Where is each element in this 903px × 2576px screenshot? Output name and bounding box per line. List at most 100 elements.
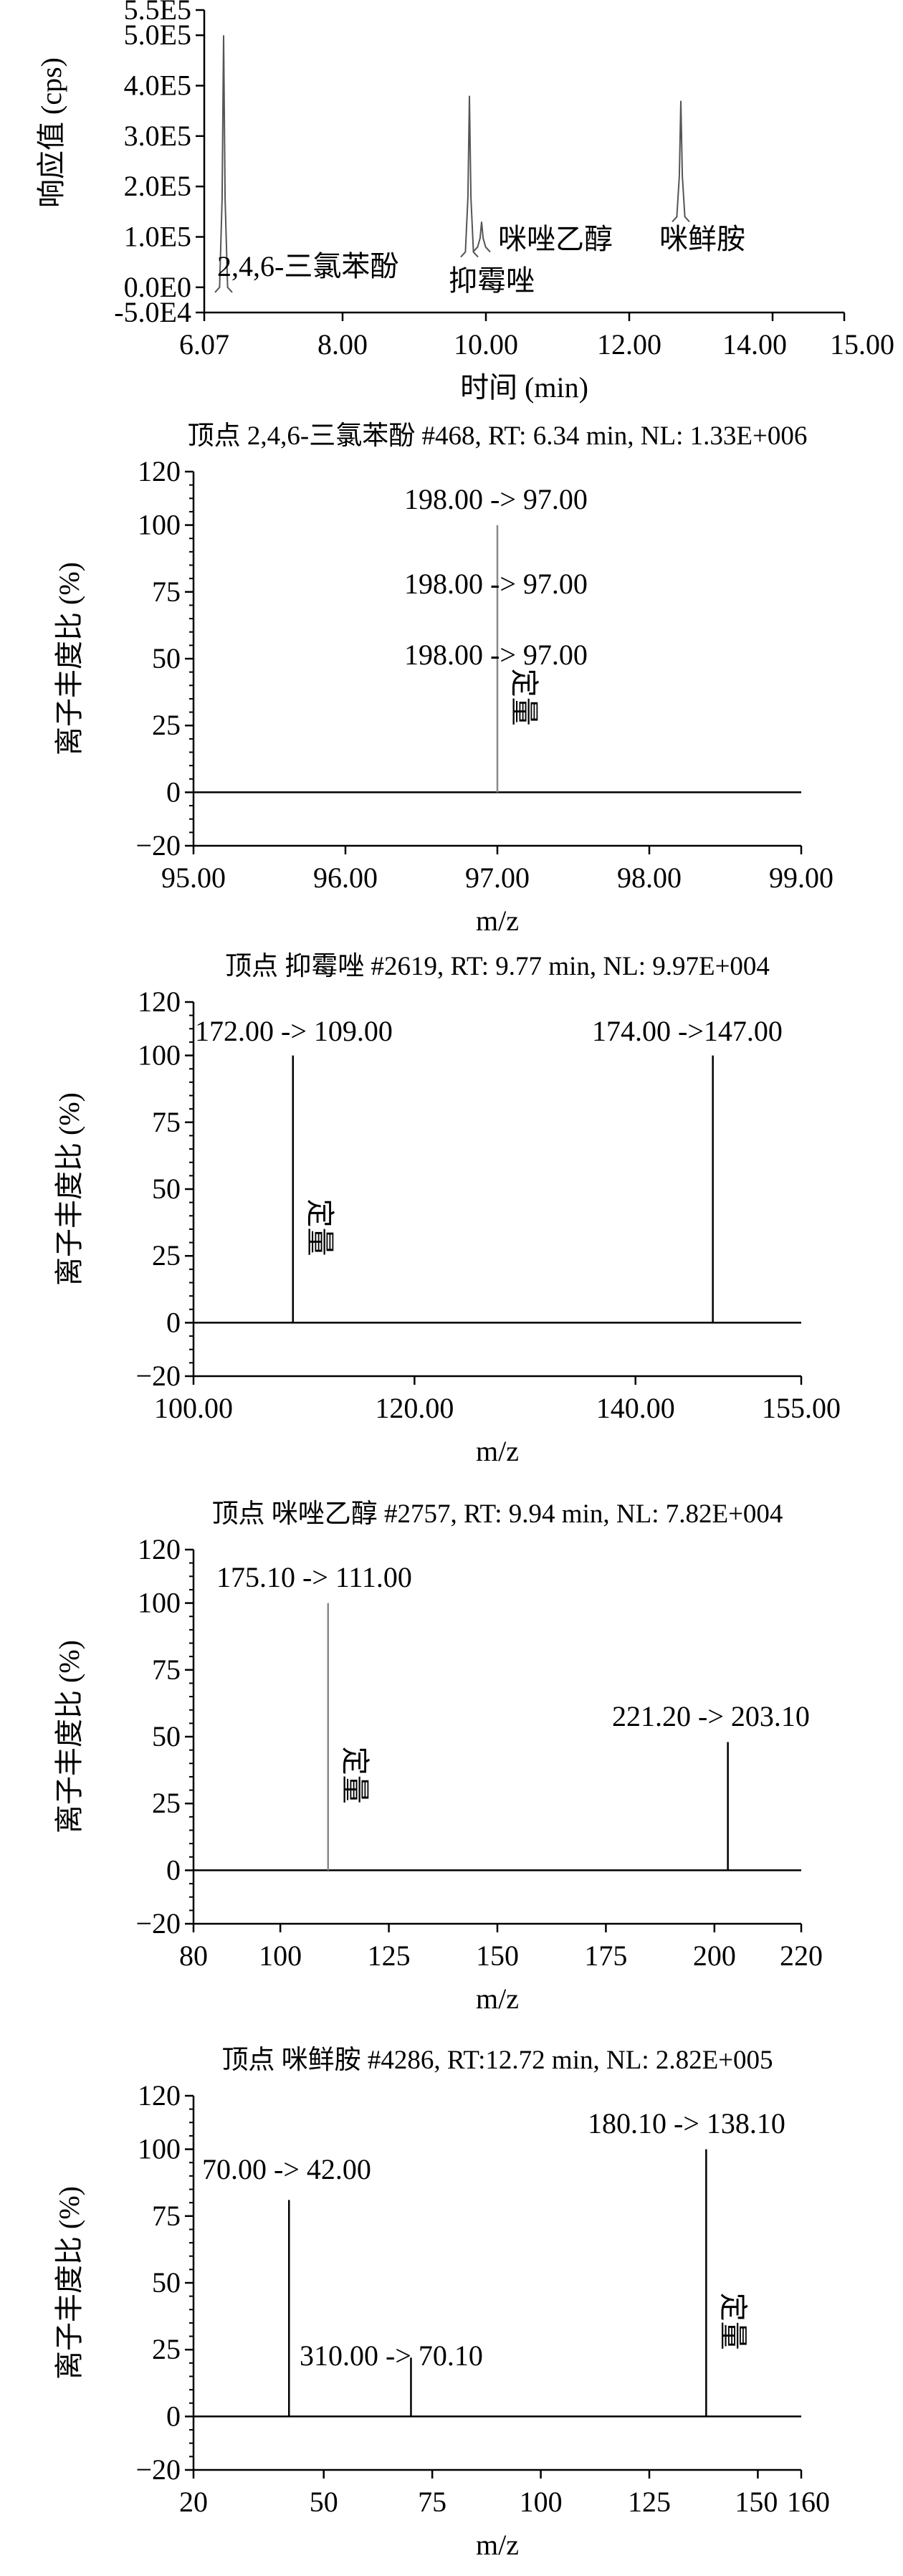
x-tick-label: 125 [628, 2486, 671, 2518]
x-tick-label: 80 [179, 1940, 208, 1972]
peak-label: 2,4,6-三氯苯酚 [217, 250, 398, 282]
y-tick-label: 25 [152, 1787, 181, 1819]
y-tick-label: 0 [166, 1854, 181, 1886]
x-tick-label: 160 [787, 2486, 830, 2518]
y-axis-label: 离子丰度比 (%) [53, 2186, 85, 2380]
y-tick-label: 0 [166, 2400, 181, 2432]
x-tick-label: 220 [780, 1940, 823, 1972]
chart-title: 顶点 咪唑乙醇 #2757, RT: 9.94 min, NL: 7.82E+0… [212, 1499, 783, 1529]
y-tick-label: 0 [166, 1306, 181, 1338]
chart-title: 顶点 2,4,6-三氯苯酚 #468, RT: 6.34 min, NL: 1.… [188, 421, 808, 451]
y-axis-label: 离子丰度比 (%) [53, 1640, 85, 1833]
y-tick-label: −20 [135, 829, 181, 862]
y-axis-label: 离子丰度比 (%) [53, 562, 85, 755]
peak-label: 抑霉唑 [449, 264, 535, 297]
y-tick-label: 75 [152, 2200, 181, 2232]
x-tick-label: 100.00 [154, 1392, 233, 1424]
y-tick-label: 25 [152, 709, 181, 741]
bar-label: 180.10 -> 138.10 [588, 2107, 785, 2139]
chart-title: 顶点 咪鲜胺 #4286, RT:12.72 min, NL: 2.82E+00… [221, 2045, 773, 2075]
y-tick-label: 2.0E5 [124, 170, 191, 202]
chart-panel-2: 顶点 2,4,6-三氯苯酚 #468, RT: 6.34 min, NL: 1.… [53, 421, 833, 937]
x-tick-label: 150 [735, 2486, 778, 2518]
y-tick-label: 120 [138, 2079, 181, 2112]
x-tick-label: 175 [584, 1940, 627, 1972]
y-tick-label: 120 [138, 455, 181, 487]
quant-label: 定量 [717, 2293, 749, 2350]
x-axis-label: m/z [476, 2529, 519, 2561]
x-tick-label: 50 [310, 2486, 338, 2518]
x-tick-label: 155.00 [762, 1392, 841, 1424]
y-tick-label: 0.0E0 [124, 271, 191, 303]
bar-label: 198.00 -> 97.00 [404, 483, 588, 515]
peak-label: 咪唑乙醇 [498, 223, 613, 255]
y-tick-label: 75 [152, 1654, 181, 1686]
x-tick-label: 98.00 [617, 862, 682, 894]
y-tick-label: 100 [138, 1039, 181, 1072]
x-tick-label: 100 [520, 2486, 563, 2518]
peak-trace [672, 100, 690, 223]
bar-label: 174.00 ->147.00 [592, 1015, 783, 1047]
y-tick-label: 50 [152, 2266, 181, 2299]
y-tick-label: 75 [152, 576, 181, 608]
y-tick-label: 5.5E5 [124, 0, 191, 26]
y-tick-label: 50 [152, 1173, 181, 1205]
chart-title: 顶点 抑霉唑 #2619, RT: 9.77 min, NL: 9.97E+00… [225, 951, 770, 981]
chart-panel-3: 顶点 抑霉唑 #2619, RT: 9.77 min, NL: 9.97E+00… [53, 951, 841, 1467]
y-tick-label: 100 [138, 509, 181, 541]
x-tick-label: 20 [179, 2486, 208, 2518]
x-tick-label: 140.00 [596, 1392, 675, 1424]
x-tick-label: 10.00 [454, 328, 518, 361]
y-tick-label: 50 [152, 1720, 181, 1752]
y-tick-label: −20 [135, 2453, 181, 2486]
y-tick-label: 5.0E5 [124, 19, 191, 51]
peak-trace [460, 95, 479, 258]
quant-label: 定量 [304, 1199, 336, 1256]
x-tick-label: 15.00 [830, 328, 894, 361]
peak-trace [472, 221, 491, 253]
bar-label: 175.10 -> 111.00 [216, 1561, 412, 1593]
y-tick-label: 75 [152, 1106, 181, 1138]
x-tick-label: 97.00 [465, 862, 530, 894]
y-tick-label: 4.0E5 [124, 70, 191, 102]
y-tick-label: 1.0E5 [124, 221, 191, 253]
x-tick-label: 8.00 [317, 328, 368, 361]
y-tick-label: −20 [135, 1360, 181, 1392]
quant-label: 定量 [508, 669, 540, 726]
x-tick-label: 150 [476, 1940, 519, 1972]
peak-trace [214, 35, 233, 293]
y-tick-label: 3.0E5 [124, 120, 191, 152]
quant-label: 定量 [339, 1747, 371, 1804]
x-axis-label: m/z [476, 905, 519, 937]
bar-label: 198.00 -> 97.00 [404, 639, 588, 671]
y-tick-label: 100 [138, 2133, 181, 2165]
x-tick-label: 75 [418, 2486, 446, 2518]
y-tick-label: 0 [166, 776, 181, 808]
y-tick-label: -5.0E4 [114, 296, 191, 328]
y-tick-label: 100 [138, 1587, 181, 1619]
bar-label: 310.00 -> 70.10 [300, 2339, 483, 2372]
x-tick-label: 14.00 [722, 328, 787, 361]
x-axis-label: m/z [476, 1983, 519, 2015]
bar-label: 172.00 -> 109.00 [195, 1015, 393, 1047]
peak-label: 咪鲜胺 [659, 223, 745, 255]
x-tick-label: 96.00 [313, 862, 378, 894]
y-tick-label: 120 [138, 1533, 181, 1565]
y-tick-label: −20 [135, 1907, 181, 1940]
x-tick-label: 95.00 [161, 862, 226, 894]
y-tick-label: 25 [152, 2333, 181, 2365]
bar-label: 221.20 -> 203.10 [612, 1700, 810, 1732]
x-tick-label: 12.00 [597, 328, 661, 361]
y-tick-label: 25 [152, 1239, 181, 1272]
x-tick-label: 125 [368, 1940, 411, 1972]
x-axis-label: m/z [476, 1435, 519, 1467]
chart-panel-5: 顶点 咪鲜胺 #4286, RT:12.72 min, NL: 2.82E+00… [53, 2045, 830, 2561]
x-axis-label: 时间 (min) [460, 371, 588, 404]
bar-label: 70.00 -> 42.00 [202, 2153, 371, 2185]
x-tick-label: 6.07 [179, 328, 229, 361]
y-axis-label: 响应值 (cps) [35, 57, 67, 208]
y-axis-label: 离子丰度比 (%) [53, 1092, 85, 1286]
bar-label: 198.00 -> 97.00 [404, 568, 588, 600]
